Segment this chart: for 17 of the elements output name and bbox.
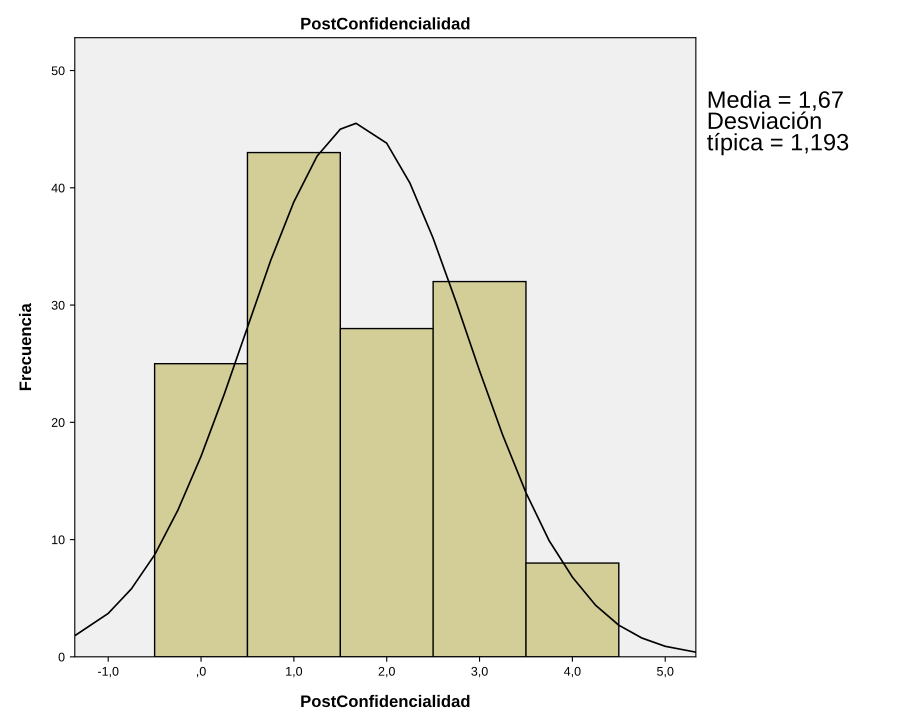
y-tick-label: 40	[51, 184, 65, 192]
x-tick-label: 1,0	[286, 666, 302, 678]
x-tick-label: 3,0	[471, 666, 488, 678]
x-tick-label: ,0	[196, 666, 206, 678]
y-tick-label: 30	[52, 300, 65, 310]
x-tick-label: -1,0	[98, 666, 118, 678]
x-axis-title: PostConfidencialidad	[301, 694, 470, 708]
x-tick-label: 5,0	[657, 666, 674, 678]
x-tick-label: 4,0	[564, 666, 581, 678]
text: Media = 1,67 Desviación típica = 1,193	[707, 90, 848, 156]
y-tick-label: 20	[52, 418, 65, 427]
y-tick-label: 10	[52, 535, 65, 544]
chart-title: PostConfidencialidad	[301, 17, 470, 30]
x-tick-label: 2,0	[378, 666, 395, 678]
y-axis-title: Frecuencia	[18, 303, 32, 390]
y-tick-label: 50	[52, 66, 65, 76]
y-tick-label: 0	[58, 652, 65, 662]
